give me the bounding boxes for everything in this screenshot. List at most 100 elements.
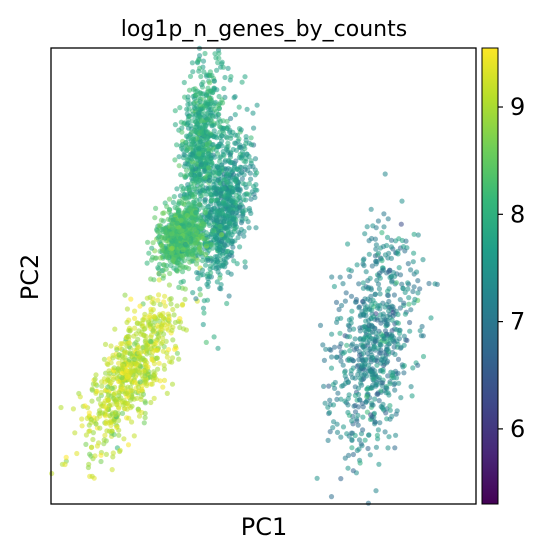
data-point <box>349 418 355 424</box>
data-point <box>172 122 178 128</box>
data-point <box>419 323 425 330</box>
data-point <box>376 398 382 404</box>
data-point <box>337 274 343 280</box>
data-point <box>391 344 397 350</box>
data-point <box>348 293 355 299</box>
data-point <box>240 180 246 186</box>
data-point <box>332 344 338 350</box>
data-point <box>378 320 384 326</box>
data-point <box>189 152 195 158</box>
data-point <box>388 237 395 243</box>
data-point <box>366 251 372 257</box>
data-point <box>239 176 245 182</box>
data-point <box>401 370 407 376</box>
data-point <box>106 398 112 404</box>
data-point <box>356 437 363 443</box>
data-point <box>221 185 227 191</box>
data-point <box>86 428 92 434</box>
data-point <box>196 151 202 157</box>
data-point <box>148 306 154 312</box>
data-point <box>360 427 366 433</box>
data-point <box>320 342 326 348</box>
data-point <box>116 427 122 433</box>
data-point <box>169 249 175 255</box>
data-point <box>196 244 202 250</box>
data-point <box>178 183 184 189</box>
data-point <box>207 263 213 269</box>
data-point <box>189 156 195 162</box>
data-point <box>194 129 200 135</box>
data-point <box>379 230 385 236</box>
data-point <box>221 256 227 262</box>
data-point <box>352 402 358 409</box>
data-point <box>92 381 98 387</box>
data-point <box>228 220 234 226</box>
data-point <box>155 366 161 372</box>
data-point <box>345 465 351 471</box>
data-point <box>199 130 205 136</box>
data-point <box>159 245 165 251</box>
data-point <box>196 57 202 63</box>
data-point <box>49 470 55 477</box>
data-point <box>202 210 209 216</box>
data-point <box>179 125 185 131</box>
data-point <box>334 396 340 402</box>
data-point <box>110 395 116 401</box>
data-point <box>156 271 162 277</box>
data-point <box>217 129 223 135</box>
data-point <box>193 92 199 98</box>
data-point <box>375 250 382 256</box>
data-point <box>114 347 120 353</box>
data-point <box>342 369 348 375</box>
data-point <box>180 188 186 194</box>
data-point <box>378 342 384 348</box>
data-point <box>184 106 190 112</box>
data-point <box>79 423 85 429</box>
data-point <box>108 343 114 349</box>
data-point <box>362 361 368 367</box>
data-point <box>395 341 401 347</box>
data-point <box>375 281 382 287</box>
data-point <box>162 293 168 299</box>
data-point <box>216 244 223 250</box>
y-axis-label: PC2 <box>16 254 44 301</box>
data-point <box>201 310 207 316</box>
data-point <box>244 151 250 157</box>
data-point <box>72 430 78 436</box>
data-point <box>213 265 219 272</box>
data-point <box>376 461 382 467</box>
data-point <box>407 328 413 334</box>
data-point <box>382 171 388 177</box>
data-point <box>160 275 166 281</box>
data-point <box>186 201 192 207</box>
chart-title: log1p_n_genes_by_counts <box>121 17 407 42</box>
data-point <box>168 301 174 307</box>
data-point <box>187 73 194 79</box>
data-point <box>240 208 246 214</box>
data-point <box>129 368 135 374</box>
data-point <box>354 262 360 268</box>
data-point <box>382 304 388 310</box>
data-point <box>396 265 402 271</box>
data-point <box>129 403 135 409</box>
data-point <box>102 432 108 438</box>
data-point <box>329 354 335 360</box>
data-point <box>190 290 196 296</box>
data-point <box>214 143 220 149</box>
data-point <box>216 170 222 176</box>
data-point <box>230 189 236 195</box>
data-point <box>160 335 166 341</box>
data-point <box>181 223 187 229</box>
data-point <box>417 328 423 334</box>
data-point <box>163 249 169 255</box>
data-point <box>191 226 197 232</box>
data-point <box>186 87 193 93</box>
data-point <box>216 93 222 100</box>
data-point <box>369 263 375 269</box>
data-point <box>164 203 170 210</box>
data-point <box>111 365 117 371</box>
data-point <box>103 420 109 427</box>
data-point <box>184 157 190 163</box>
data-point <box>160 315 166 321</box>
